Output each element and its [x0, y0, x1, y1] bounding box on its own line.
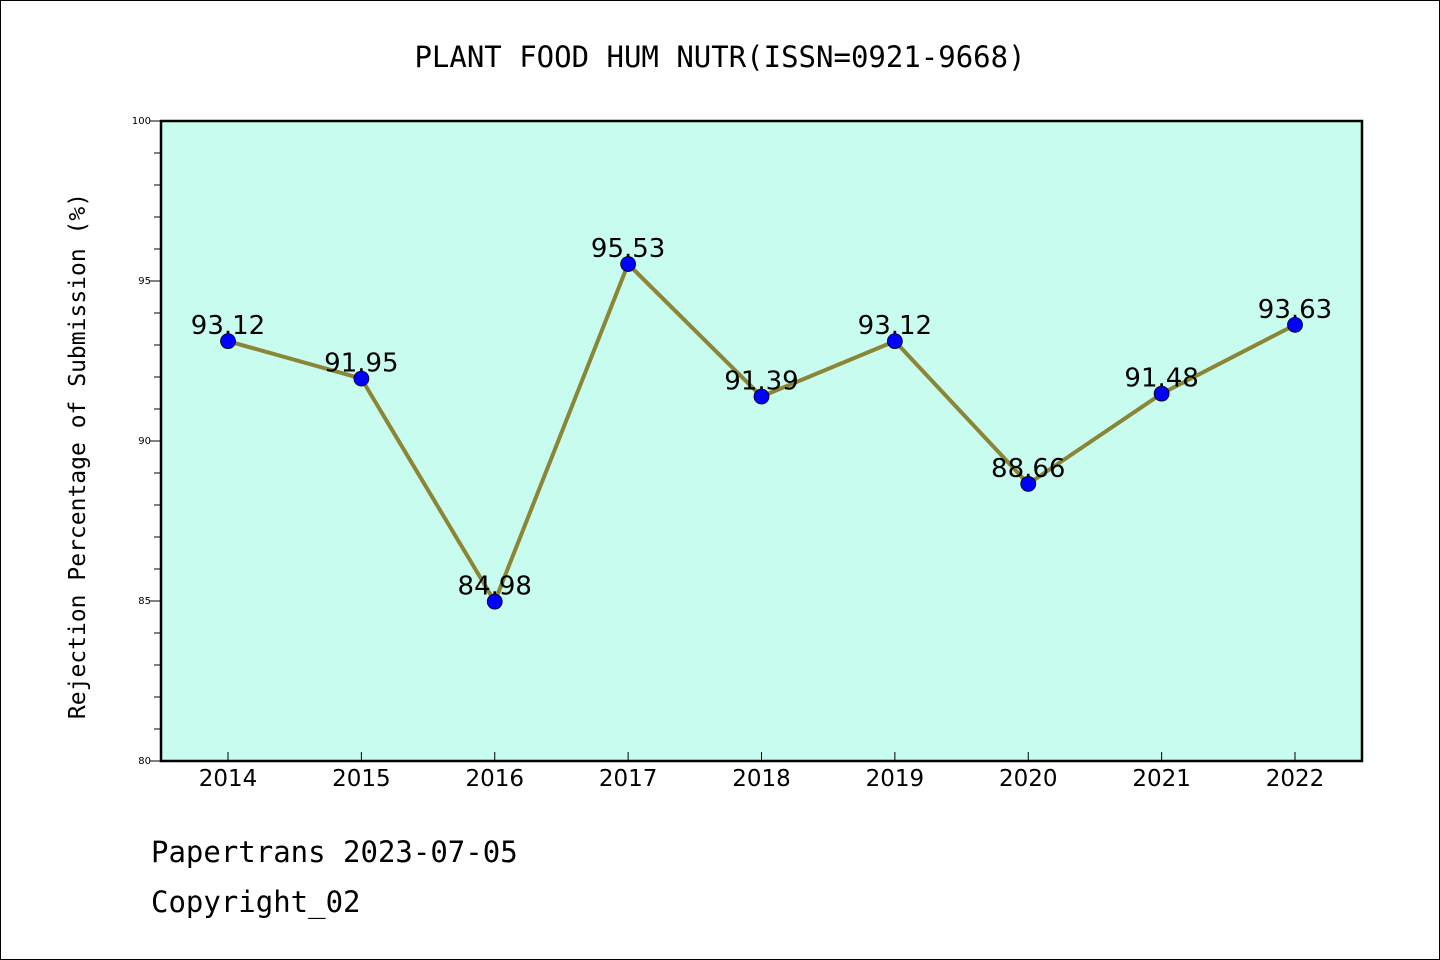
y-tick-label: 85	[138, 596, 151, 607]
data-label: 84.98	[458, 572, 532, 602]
footer-copyright: Copyright_02	[151, 885, 361, 919]
y-axis-label: Rejection Percentage of Submission (%)	[65, 193, 91, 719]
x-tick-label: 2016	[465, 766, 524, 792]
x-tick-label: 2020	[999, 766, 1058, 792]
data-label: 91.95	[324, 349, 398, 379]
data-point	[220, 333, 236, 350]
x-tick-label: 2017	[599, 766, 658, 792]
y-tick-label: 100	[132, 116, 151, 127]
data-point	[886, 333, 903, 350]
y-tick-label: 95	[138, 276, 151, 287]
plot-background	[161, 121, 1362, 761]
x-tick-label: 2014	[199, 766, 258, 792]
x-tick-label: 2018	[732, 766, 791, 792]
footer-date: Papertrans 2023-07-05	[151, 835, 518, 869]
x-axis-ticks: 2014 2015 2016 2017 2018 2019 2020 2021 2022	[199, 752, 1325, 792]
data-point	[753, 388, 770, 405]
data-label: 91.48	[1124, 364, 1198, 394]
x-tick-label: 2021	[1132, 766, 1191, 792]
y-axis-ticks: 80 85 90 95 100	[132, 116, 161, 767]
data-point	[1020, 475, 1037, 492]
data-label: 95.53	[591, 234, 665, 264]
y-tick-label: 80	[138, 756, 151, 767]
data-label: 91.39	[724, 367, 798, 397]
y-tick-label: 90	[138, 436, 151, 447]
data-label: 88.66	[991, 454, 1065, 484]
data-label: 93.63	[1258, 295, 1332, 325]
data-point	[486, 593, 503, 610]
series-markers	[220, 256, 1303, 610]
x-tick-label: 2015	[332, 766, 391, 792]
x-tick-label: 2019	[866, 766, 925, 792]
data-point	[1153, 385, 1170, 402]
data-label: 93.12	[858, 311, 932, 341]
plot-border	[159, 119, 1364, 763]
x-tick-label: 2022	[1266, 766, 1325, 792]
data-point	[1287, 316, 1303, 333]
chart-title: PLANT FOOD HUM NUTR(ISSN=0921-9668)	[414, 40, 1025, 74]
data-point	[353, 370, 370, 387]
data-label: 93.12	[191, 311, 265, 341]
data-point	[620, 256, 637, 272]
data-labels: 93.12 91.95 84.98 95.53 91.39 93.12 88.66 91.48…	[191, 234, 1332, 602]
